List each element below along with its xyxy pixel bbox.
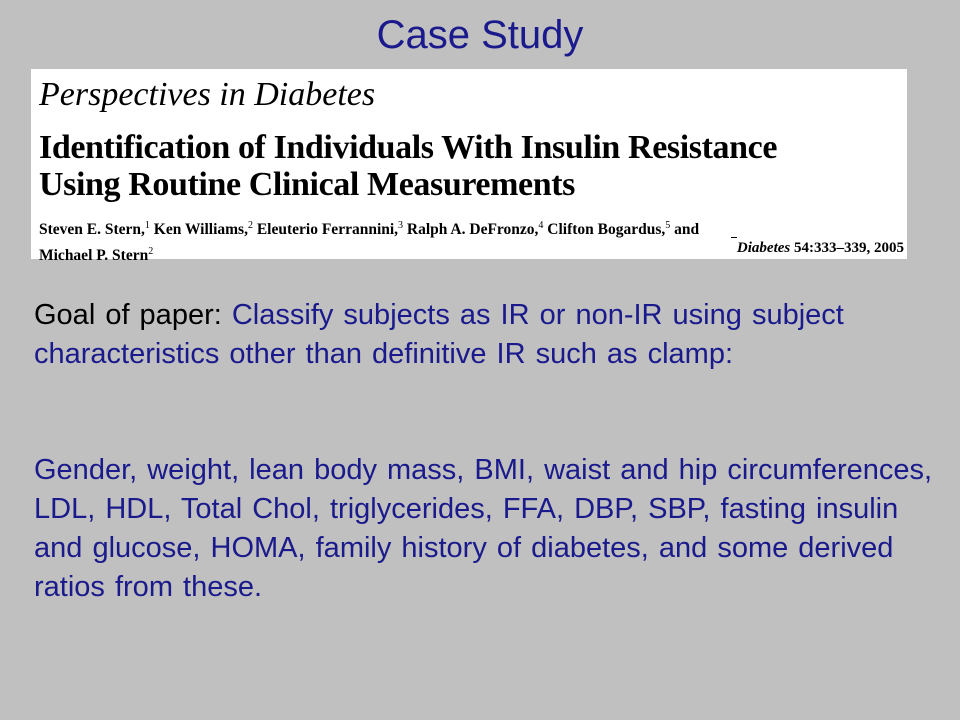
author-affiliation: 4 [538, 220, 544, 231]
goal-text: Classify subjects as IR or non-IR using … [34, 299, 844, 370]
author-name: Eleuterio Ferrannini, [256, 221, 399, 239]
citation-rule [730, 237, 737, 238]
author-name: Ken Williams, [153, 221, 248, 239]
citation-reference: 54:333–339, 2005 [794, 240, 904, 256]
variables-paragraph: Gender, weight, lean body mass, BMI, wai… [34, 454, 933, 603]
paper-title: Identification of Individuals With Insul… [39, 129, 899, 203]
author-conjunction: and [674, 221, 700, 239]
paper-authors: Steven E. Stern,1 Ken Williams,2 Eleuter… [39, 215, 899, 267]
author-name: Clifton Bogardus, [547, 221, 666, 239]
paper-citation: Diabetes 54:333–339, 2005 [730, 237, 904, 257]
author-affiliation: 5 [665, 220, 671, 231]
slide-title: Case Study [376, 13, 584, 57]
paper-title-line-1: Identification of Individuals With Insul… [39, 129, 778, 166]
goal-label: Goal of paper: [34, 299, 222, 331]
paper-header-image: Perspectives in Diabetes Identification … [31, 69, 907, 264]
author-name: Steven E. Stern, [39, 221, 145, 239]
paper-series-label: Perspectives in Diabetes [39, 76, 376, 113]
author-affiliation: 2 [148, 246, 154, 258]
author-affiliation: 3 [398, 220, 404, 231]
author-affiliation: 2 [247, 220, 253, 231]
citation-journal: Diabetes [736, 240, 791, 256]
author-name: Michael P. Stern [39, 247, 149, 265]
author-name: Ralph A. DeFronzo, [406, 221, 539, 239]
goal-paragraph: Goal of paper: Classify subjects as IR o… [34, 296, 934, 374]
paper-title-line-2: Using Routine Clinical Measurements [39, 166, 575, 203]
author-affiliation: 1 [144, 220, 150, 231]
